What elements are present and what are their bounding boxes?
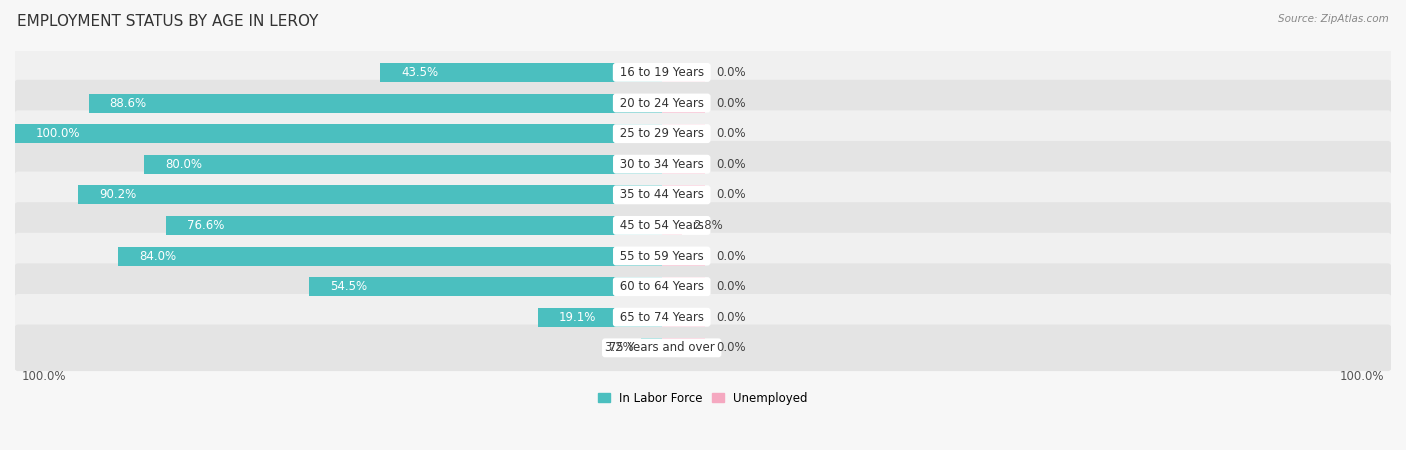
- Bar: [309, 277, 662, 296]
- Text: 0.0%: 0.0%: [717, 96, 747, 109]
- Bar: [662, 216, 682, 235]
- Text: 0.0%: 0.0%: [717, 280, 747, 293]
- Text: 0.0%: 0.0%: [717, 311, 747, 324]
- Text: 43.5%: 43.5%: [401, 66, 439, 79]
- Text: 55 to 59 Years: 55 to 59 Years: [616, 250, 707, 262]
- Bar: [662, 308, 706, 327]
- Text: 65 to 74 Years: 65 to 74 Years: [616, 311, 707, 324]
- Bar: [538, 308, 662, 327]
- Bar: [662, 94, 706, 112]
- Bar: [662, 155, 706, 174]
- Bar: [641, 338, 662, 357]
- FancyBboxPatch shape: [14, 263, 1392, 310]
- FancyBboxPatch shape: [14, 202, 1392, 249]
- Text: 100.0%: 100.0%: [35, 127, 80, 140]
- Text: 90.2%: 90.2%: [98, 189, 136, 201]
- FancyBboxPatch shape: [14, 110, 1392, 157]
- Text: 0.0%: 0.0%: [717, 158, 747, 171]
- Bar: [15, 124, 662, 143]
- Text: 0.0%: 0.0%: [717, 342, 747, 354]
- FancyBboxPatch shape: [14, 324, 1392, 371]
- Legend: In Labor Force, Unemployed: In Labor Force, Unemployed: [598, 392, 808, 405]
- Bar: [662, 63, 706, 82]
- Text: 0.0%: 0.0%: [717, 250, 747, 262]
- Text: 84.0%: 84.0%: [139, 250, 176, 262]
- Text: 19.1%: 19.1%: [558, 311, 596, 324]
- Bar: [662, 338, 706, 357]
- FancyBboxPatch shape: [14, 233, 1392, 279]
- Text: 76.6%: 76.6%: [187, 219, 225, 232]
- Text: 2.8%: 2.8%: [693, 219, 723, 232]
- Bar: [118, 247, 662, 266]
- Text: 100.0%: 100.0%: [22, 370, 66, 383]
- Text: 45 to 54 Years: 45 to 54 Years: [616, 219, 707, 232]
- Bar: [166, 216, 662, 235]
- FancyBboxPatch shape: [14, 294, 1392, 341]
- Bar: [662, 124, 706, 143]
- Text: 25 to 29 Years: 25 to 29 Years: [616, 127, 707, 140]
- FancyBboxPatch shape: [14, 49, 1392, 96]
- FancyBboxPatch shape: [14, 171, 1392, 218]
- Bar: [89, 94, 662, 112]
- Text: 80.0%: 80.0%: [165, 158, 202, 171]
- Text: 0.0%: 0.0%: [717, 189, 747, 201]
- Text: 100.0%: 100.0%: [1340, 370, 1384, 383]
- Text: 54.5%: 54.5%: [330, 280, 367, 293]
- FancyBboxPatch shape: [14, 80, 1392, 126]
- Text: 3.2%: 3.2%: [605, 342, 634, 354]
- Text: 75 Years and over: 75 Years and over: [605, 342, 718, 354]
- Text: 88.6%: 88.6%: [110, 96, 146, 109]
- Text: 0.0%: 0.0%: [717, 66, 747, 79]
- Text: 0.0%: 0.0%: [717, 127, 747, 140]
- Bar: [662, 247, 706, 266]
- Bar: [662, 185, 706, 204]
- Text: 16 to 19 Years: 16 to 19 Years: [616, 66, 707, 79]
- Text: EMPLOYMENT STATUS BY AGE IN LEROY: EMPLOYMENT STATUS BY AGE IN LEROY: [17, 14, 318, 28]
- Text: 30 to 34 Years: 30 to 34 Years: [616, 158, 707, 171]
- Bar: [381, 63, 662, 82]
- Bar: [145, 155, 662, 174]
- Text: 60 to 64 Years: 60 to 64 Years: [616, 280, 707, 293]
- Bar: [79, 185, 662, 204]
- FancyBboxPatch shape: [14, 141, 1392, 188]
- Bar: [662, 277, 706, 296]
- Text: 20 to 24 Years: 20 to 24 Years: [616, 96, 707, 109]
- Text: 35 to 44 Years: 35 to 44 Years: [616, 189, 707, 201]
- Text: Source: ZipAtlas.com: Source: ZipAtlas.com: [1278, 14, 1389, 23]
